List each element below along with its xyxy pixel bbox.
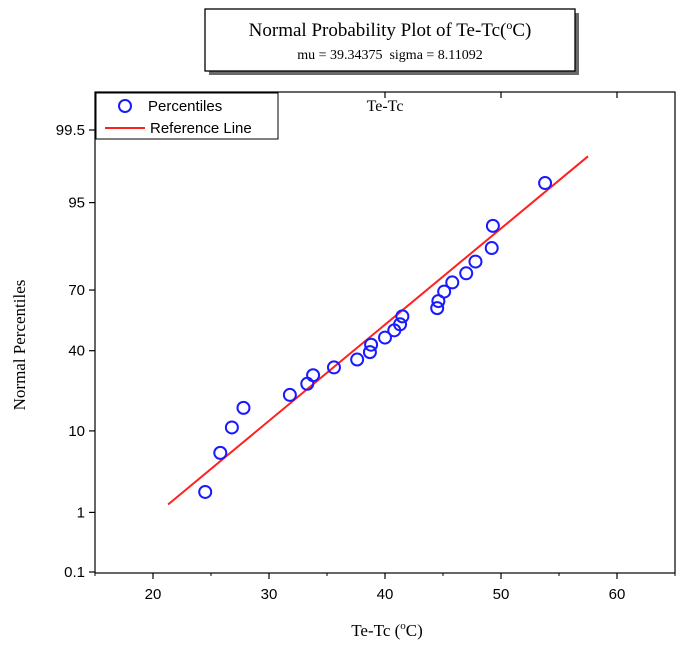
x-axis-title-unit: C) [406, 621, 423, 640]
y-tick-label-2: 10 [68, 423, 85, 440]
x-axis-title: Te-Tc (oC) [351, 620, 423, 640]
percentile-point-0 [198, 484, 213, 499]
x-tick-label-30: 30 [261, 586, 278, 603]
x-tick-label-50: 50 [493, 586, 510, 603]
percentile-point-8 [350, 352, 365, 367]
percentile-point-10 [364, 337, 379, 352]
chart-subtitle: mu = 39.34375 sigma = 8.11092 [297, 48, 483, 63]
percentile-point-2 [224, 420, 239, 435]
percentile-point-17 [437, 284, 452, 299]
chart-title-unit: C) [512, 20, 531, 41]
x-tick-label-60: 60 [609, 586, 626, 603]
x-tick-label-20: 20 [145, 586, 162, 603]
legend-reference-line-label: Reference Line [150, 120, 252, 137]
percentile-point-6 [306, 368, 321, 383]
percentile-point-1 [213, 445, 228, 460]
percentile-point-13 [393, 317, 408, 332]
percentile-point-4 [282, 387, 297, 402]
percentile-point-7 [326, 360, 341, 375]
x-axis-title-main: Te-Tc ( [351, 621, 400, 640]
chart-title-sup: o [506, 18, 512, 32]
percentile-points [198, 176, 553, 499]
title-box-frame [204, 8, 576, 72]
reference-line [167, 155, 589, 506]
percentile-point-15 [430, 301, 445, 316]
x-axis: 20 30 40 50 60 [94, 92, 676, 603]
legend-percentiles-marker [118, 99, 132, 113]
percentile-point-18 [445, 275, 460, 290]
y-tick-label-6: 99.5 [56, 122, 85, 139]
y-tick-label-1: 1 [77, 504, 85, 521]
y-axis: 0.1 1 10 40 70 95 99.5 [56, 122, 95, 581]
y-tick-label-3: 40 [68, 343, 85, 360]
y-tick-label-5: 95 [68, 195, 85, 212]
chart-title: Normal Probability Plot of Te-Tc(oC) [249, 18, 532, 41]
legend-percentiles-label: Percentiles [148, 98, 222, 115]
percentile-point-11 [378, 330, 392, 345]
percentile-point-23 [538, 176, 553, 191]
chart-title-main: Normal Probability Plot of Te-Tc( [249, 20, 507, 41]
reference-line-group [167, 155, 589, 506]
percentile-point-22 [485, 218, 500, 233]
percentile-point-3 [236, 400, 251, 415]
x-tick-label-40: 40 [377, 586, 394, 603]
y-tick-label-4: 70 [68, 282, 85, 299]
title-box: Normal Probability Plot of Te-Tc(oC) mu … [204, 8, 579, 75]
percentile-point-19 [459, 266, 474, 281]
percentile-point-20 [468, 254, 483, 269]
legend: Percentiles Reference Line [95, 92, 279, 140]
inner-label: Te-Tc [367, 98, 404, 115]
x-axis-title-sup: o [400, 620, 406, 632]
percentile-point-21 [484, 241, 499, 256]
y-axis-title: Normal Percentiles [10, 280, 29, 411]
percentile-point-9 [362, 345, 377, 360]
y-tick-label-0: 0.1 [64, 564, 85, 581]
percentile-point-14 [395, 309, 410, 324]
